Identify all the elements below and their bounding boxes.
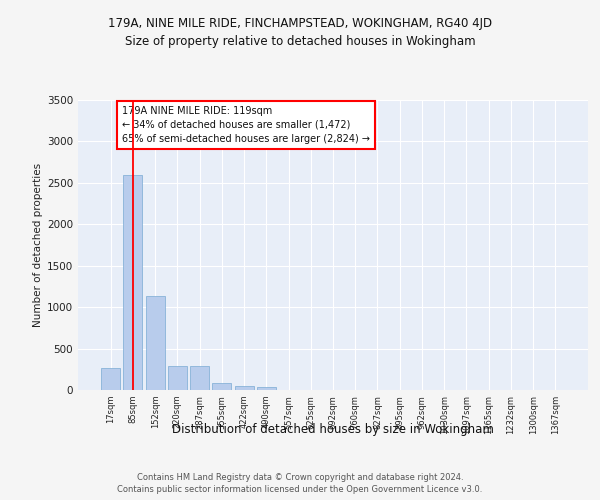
Text: 179A, NINE MILE RIDE, FINCHAMPSTEAD, WOKINGHAM, RG40 4JD: 179A, NINE MILE RIDE, FINCHAMPSTEAD, WOK… (108, 18, 492, 30)
Text: Contains HM Land Registry data © Crown copyright and database right 2024.: Contains HM Land Registry data © Crown c… (137, 472, 463, 482)
Bar (101, 368, 120, 390)
Text: Size of property relative to detached houses in Wokingham: Size of property relative to detached ho… (125, 35, 475, 48)
Text: Contains public sector information licensed under the Open Government Licence v3: Contains public sector information licen… (118, 485, 482, 494)
Text: 179A NINE MILE RIDE: 119sqm
← 34% of detached houses are smaller (1,472)
65% of : 179A NINE MILE RIDE: 119sqm ← 34% of det… (122, 106, 370, 144)
Bar (124, 176, 142, 390)
Bar (190, 366, 209, 390)
Y-axis label: Number of detached properties: Number of detached properties (33, 163, 43, 327)
Bar (146, 296, 164, 390)
Bar (168, 366, 187, 390)
Bar (212, 382, 231, 390)
Bar (257, 388, 276, 390)
Bar (235, 386, 254, 390)
Text: Distribution of detached houses by size in Wokingham: Distribution of detached houses by size … (172, 422, 494, 436)
